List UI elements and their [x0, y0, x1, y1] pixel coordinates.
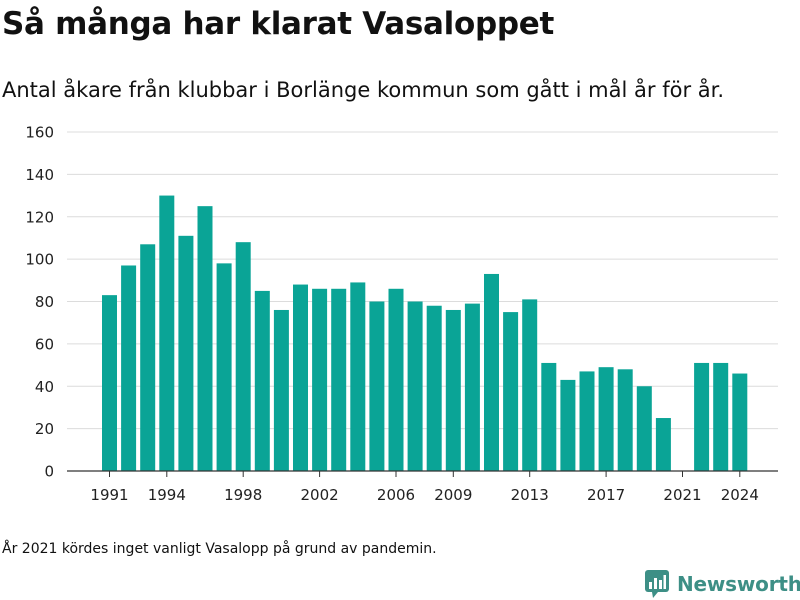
- bar: [235, 242, 251, 471]
- y-tick-label: 40: [35, 378, 54, 396]
- bar: [541, 362, 557, 471]
- x-tick-label: 2002: [301, 486, 339, 504]
- x-tick-label: 2009: [434, 486, 472, 504]
- bar: [426, 305, 442, 471]
- bar: [713, 362, 729, 471]
- bar: [121, 265, 137, 471]
- bar: [560, 379, 576, 471]
- brand-name: Newsworthy: [677, 572, 800, 596]
- bar: [388, 288, 404, 471]
- bar: [254, 290, 270, 471]
- chart-subtitle: Antal åkare från klubbar i Borlänge komm…: [2, 78, 724, 102]
- bar: [484, 273, 499, 471]
- bar: [350, 282, 366, 471]
- bar: [732, 373, 748, 471]
- y-tick-label: 120: [25, 208, 54, 226]
- bar: [216, 263, 232, 471]
- bar: [140, 244, 156, 471]
- x-tick-label: 1998: [224, 486, 262, 504]
- newsworthy-logo-icon: [645, 570, 669, 598]
- bar: [464, 303, 480, 471]
- bar: [617, 369, 633, 471]
- bar: [445, 309, 461, 471]
- chart-title: Så många har klarat Vasaloppet: [2, 6, 555, 42]
- footnote: År 2021 kördes inget vanligt Vasalopp på…: [2, 541, 437, 557]
- bar: [694, 362, 710, 471]
- bar: [102, 295, 117, 471]
- bar: [598, 367, 614, 471]
- brand-logo: Newsworthy: [644, 568, 800, 600]
- bar: [503, 312, 519, 471]
- bar-chart: 0 20 40 60 80 100 120 140 160 1991 1994 1998 2002 200…: [25, 124, 778, 504]
- x-tick-label: 2024: [721, 486, 759, 504]
- y-tick-label: 20: [35, 420, 54, 438]
- bar: [636, 386, 652, 471]
- x-tick-label: 2021: [663, 486, 701, 504]
- bar: [273, 309, 289, 471]
- y-tick-label: 80: [35, 293, 54, 311]
- bar: [369, 301, 385, 471]
- bar: [579, 371, 595, 471]
- y-tick-label: 60: [35, 335, 54, 353]
- y-tick-label: 140: [25, 166, 54, 184]
- x-tick-label: 2017: [587, 486, 625, 504]
- bar: [178, 235, 194, 471]
- x-tick-label: 2006: [377, 486, 415, 504]
- y-tick-label: 160: [25, 124, 54, 142]
- bar: [522, 299, 538, 471]
- x-tick-label: 1994: [148, 486, 186, 504]
- bar: [159, 195, 175, 471]
- bar: [293, 284, 308, 471]
- x-tick-label: 1991: [90, 486, 128, 504]
- bar: [312, 288, 328, 471]
- y-tick-label: 100: [25, 251, 54, 269]
- y-tick-label: 0: [44, 463, 54, 481]
- x-tick-label: 2013: [511, 486, 549, 504]
- bar: [407, 301, 423, 471]
- bar: [197, 206, 213, 471]
- bar: [331, 288, 347, 471]
- bar: [655, 418, 671, 471]
